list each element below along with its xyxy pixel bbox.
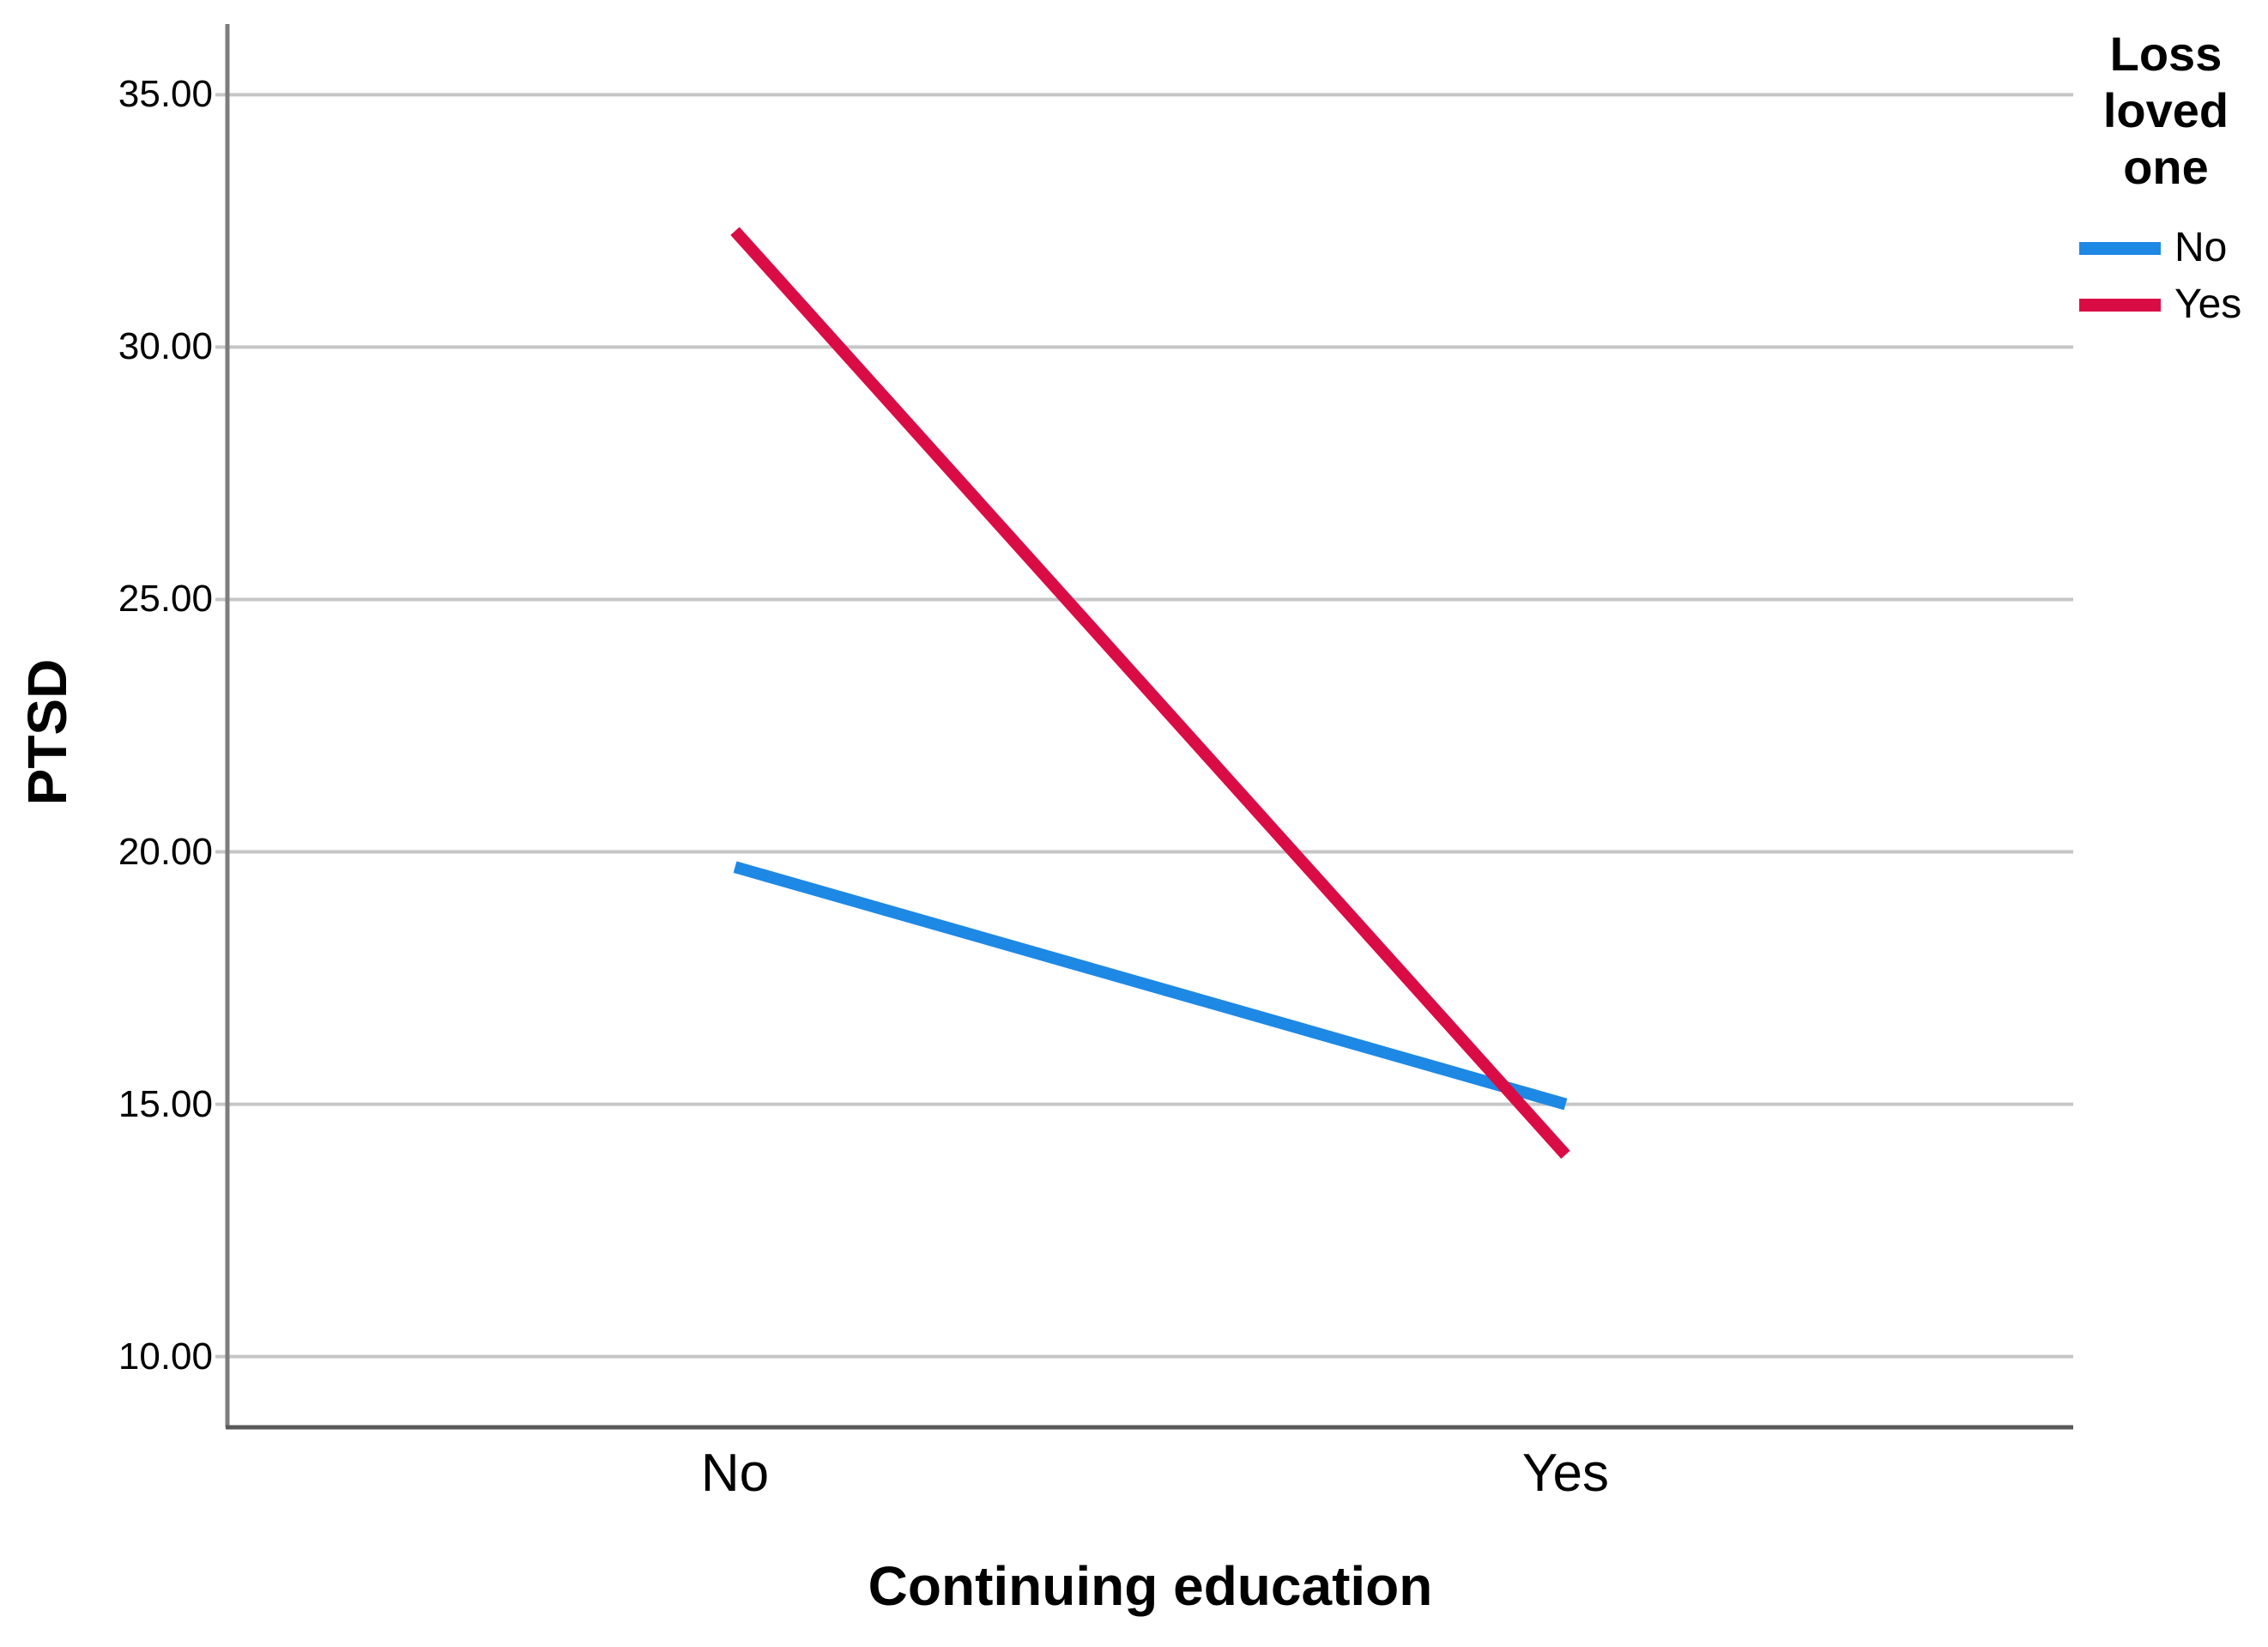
y-tick-label: 10.00 bbox=[118, 1335, 213, 1378]
y-axis-title: PTSD bbox=[16, 658, 78, 806]
y-axis-tick-labels: 10.00 15.00 20.00 25.00 30.00 35.00 bbox=[0, 0, 213, 1647]
y-tick-label: 35.00 bbox=[118, 73, 213, 116]
x-tick-label: No bbox=[700, 1444, 770, 1503]
legend-swatch-icon bbox=[2079, 241, 2161, 255]
y-tick-label: 30.00 bbox=[118, 325, 213, 368]
series-line-no bbox=[733, 861, 1568, 1111]
y-tick-label: 15.00 bbox=[118, 1082, 213, 1125]
legend-item-no: No bbox=[2075, 221, 2257, 275]
legend-items: No Yes bbox=[2075, 221, 2257, 331]
y-tick-label: 25.00 bbox=[118, 578, 213, 621]
legend-item-yes: Yes bbox=[2075, 278, 2257, 331]
legend-label: Yes bbox=[2174, 282, 2242, 327]
legend-label: No bbox=[2174, 225, 2228, 270]
series-line-yes bbox=[730, 227, 1570, 1160]
x-axis-title: Continuing education bbox=[868, 1555, 1433, 1617]
legend-swatch-icon bbox=[2079, 298, 2161, 312]
legend: Loss loved one No Yes bbox=[2075, 26, 2257, 335]
y-tick-label: 20.00 bbox=[118, 830, 213, 873]
legend-title: Loss loved one bbox=[2102, 27, 2229, 194]
x-tick-label: Yes bbox=[1521, 1444, 1610, 1503]
